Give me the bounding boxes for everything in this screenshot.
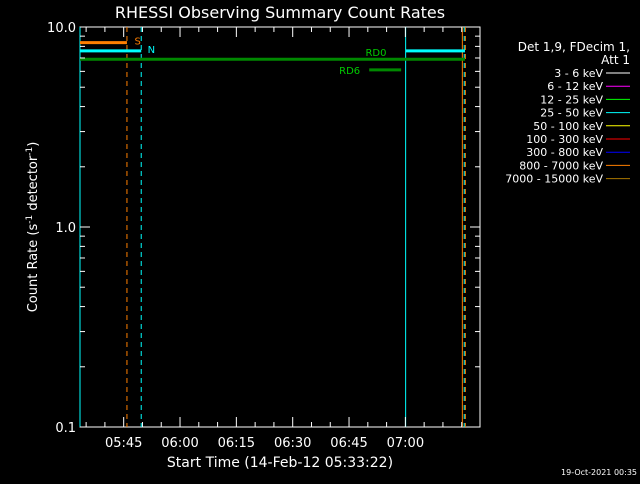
x-tick-label: 06:00 — [161, 436, 198, 451]
marker-lines — [79, 27, 466, 427]
flag-bars: SN RD0 RD6 — [80, 37, 465, 77]
y-axis-label-part: detector — [26, 155, 41, 215]
x-tick-label: 06:30 — [274, 436, 311, 451]
x-tick-label: 05:45 — [105, 436, 142, 451]
plot-frame — [79, 26, 481, 428]
x-axis-ticks: 05:45 06:00 06:15 06:30 06:45 07:00 — [85, 27, 463, 451]
generation-timestamp: 19-Oct-2021 00:35 — [561, 468, 637, 477]
x-tick-label: 06:15 — [218, 436, 255, 451]
legend-entry-label: 7000 - 15000 keV — [505, 173, 603, 186]
y-axis-label: Count Rate (s-1 detector-1) — [25, 142, 41, 313]
flag-bar-label: RD0 — [365, 48, 386, 59]
legend-entry-label: 50 - 100 keV — [533, 120, 603, 133]
y-axis-ticks: 0.1 1.0 10.0 — [47, 21, 480, 436]
y-axis-label-part: Count Rate (s — [26, 224, 41, 313]
legend-entry-label: 25 - 50 keV — [540, 107, 603, 120]
x-axis-label: Start Time (14-Feb-12 05:33:22) — [167, 455, 393, 471]
y-tick-label: 1.0 — [55, 221, 76, 236]
y-tick-label: 0.1 — [55, 421, 76, 436]
y-axis-label-sup: -1 — [25, 147, 35, 156]
legend-entry-label: 6 - 12 keV — [547, 80, 603, 93]
flag-bar-label: RD6 — [339, 66, 360, 77]
y-axis-label-sup: -1 — [25, 215, 35, 224]
legend-entry-label: 100 - 300 keV — [526, 133, 603, 146]
legend-entry-label: 300 - 800 keV — [526, 146, 603, 159]
legend-header-line: Att 1 — [601, 53, 630, 67]
flag-bar-label: N — [148, 45, 155, 56]
flag-bar-label: S — [134, 37, 140, 48]
x-tick-label: 06:45 — [330, 436, 367, 451]
legend-entry-label: 12 - 25 keV — [540, 93, 603, 106]
chart-title: RHESSI Observing Summary Count Rates — [115, 3, 445, 22]
legend-header-line: Det 1,9, FDecim 1, — [518, 40, 630, 54]
x-tick-label: 07:00 — [387, 436, 424, 451]
legend-entry-label: 800 - 7000 keV — [519, 159, 603, 172]
legend-entry-label: 3 - 6 keV — [554, 67, 603, 80]
y-axis-label-part: ) — [26, 142, 41, 147]
y-tick-label: 10.0 — [47, 21, 76, 36]
